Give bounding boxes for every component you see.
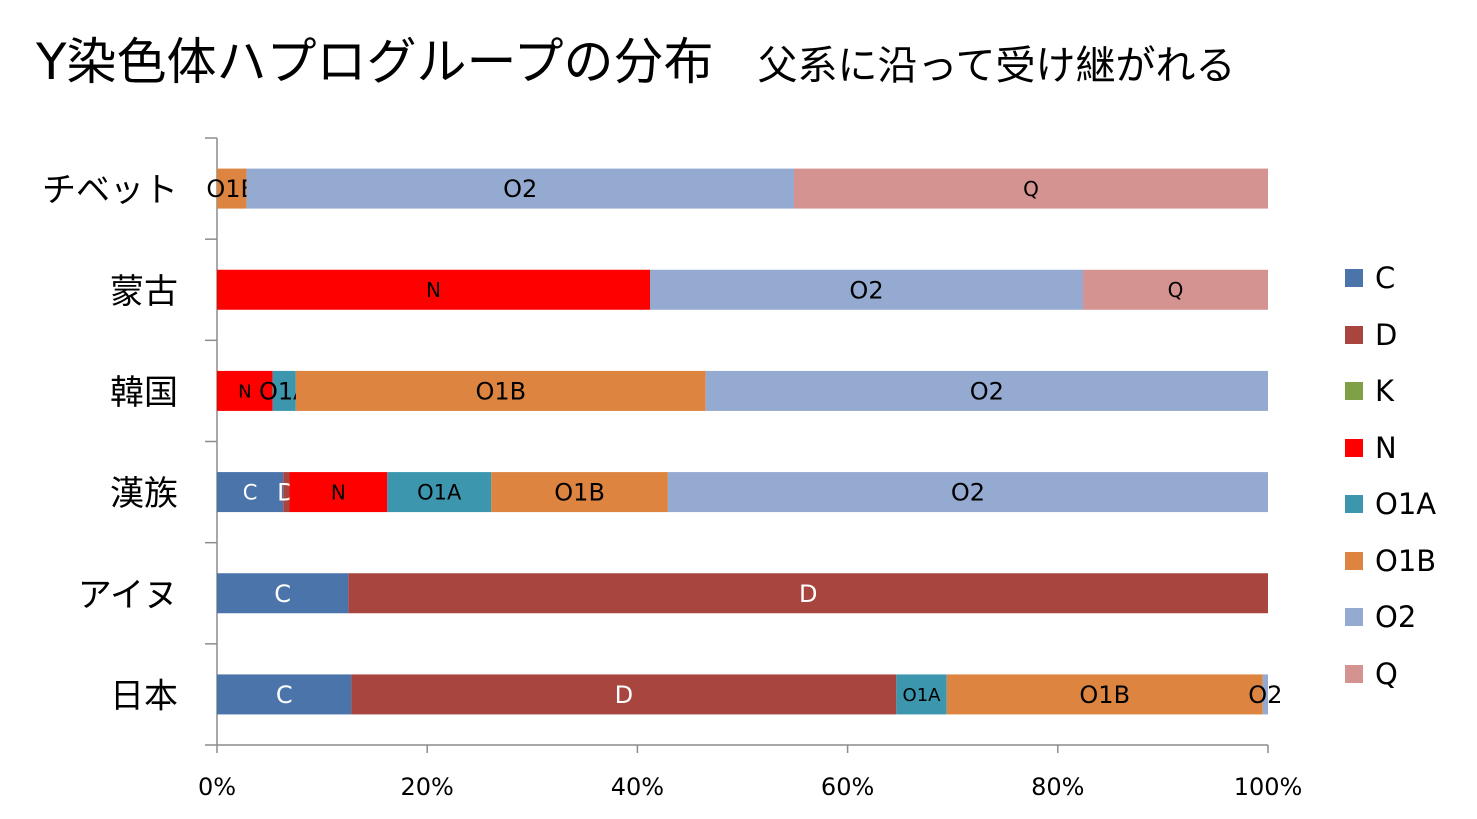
category-label: 韓国 [110, 373, 178, 413]
chart-title-row: Y染色体ハプログループの分布 父系に沿って受け継がれる [36, 22, 1236, 94]
bar-segment-o1a [272, 370, 296, 411]
bar-segment-n [217, 370, 273, 411]
bar-segment-c [217, 674, 352, 715]
bar-segment-o2 [1262, 674, 1268, 715]
bar-segment-o2 [667, 472, 1268, 513]
legend-label: D [1375, 317, 1398, 352]
legend-label: O2 [1375, 600, 1417, 635]
legend-swatch [1345, 438, 1363, 457]
legend-item: N [1345, 420, 1436, 477]
bar-segment-o1a [896, 674, 947, 715]
data-label: O1B [1079, 681, 1130, 709]
bar-segment-n [289, 472, 388, 513]
x-tick-label: 20% [401, 773, 454, 801]
legend-swatch [1345, 269, 1363, 288]
data-label: O1A [903, 685, 942, 706]
bar-segment-d [348, 573, 1268, 614]
data-label: N [331, 480, 346, 504]
bar-segment-q [1083, 269, 1268, 310]
legend-swatch [1345, 495, 1363, 514]
x-tick-label: 80% [1031, 773, 1084, 801]
bar-segment-o1b [491, 472, 668, 513]
legend-item: O1B [1345, 533, 1436, 590]
x-tick-label: 100% [1234, 773, 1303, 801]
chart-title: Y染色体ハプログループの分布 [36, 33, 714, 91]
category-label: 日本 [110, 676, 178, 716]
bar-segment-o2 [705, 370, 1268, 411]
data-label: N [426, 278, 441, 302]
legend-item: O1A [1345, 476, 1436, 533]
data-label: C [276, 681, 293, 709]
x-tick-label: 40% [611, 773, 664, 801]
legend-label: O1A [1375, 487, 1437, 522]
data-label: C [243, 481, 258, 505]
legend-item: C [1345, 250, 1436, 307]
data-label: Q [1168, 278, 1184, 302]
x-tick-label: 60% [821, 773, 874, 801]
legend-item: Q [1345, 646, 1436, 703]
legend-label: C [1375, 261, 1396, 296]
chart-subtitle: 父系に沿って受け継がれる [757, 43, 1236, 89]
bar-segment-o1b [946, 674, 1263, 715]
legend-swatch [1345, 664, 1363, 683]
data-label: Q [1023, 177, 1039, 201]
legend-item: O2 [1345, 589, 1436, 646]
bar-segment-o1b [295, 370, 706, 411]
legend-swatch [1345, 608, 1363, 627]
data-label: D [799, 580, 817, 608]
bar-segment-o2 [246, 168, 794, 209]
bar-segment-n [217, 269, 651, 310]
data-label: O1A [417, 481, 462, 505]
bar-segment-o1b [217, 168, 247, 209]
chart-legend: C D K N O1A O1B O2 Q [1345, 250, 1436, 702]
data-label: D [615, 681, 633, 709]
category-label: 漢族 [110, 474, 178, 514]
data-label: O2 [951, 479, 985, 507]
data-label: O2 [970, 378, 1004, 406]
data-label: O1B [475, 378, 526, 406]
data-label: C [274, 580, 291, 608]
legend-swatch [1345, 551, 1363, 570]
data-label: N [238, 381, 251, 402]
bar-segment-o1a [387, 472, 492, 513]
legend-item: D [1345, 307, 1436, 364]
category-label: チベット [42, 171, 178, 211]
data-label: O2 [503, 175, 537, 203]
category-label: 蒙古 [110, 272, 178, 312]
legend-swatch [1345, 325, 1363, 344]
bar-segment-q [793, 168, 1268, 209]
data-label: O1B [554, 479, 605, 507]
legend-label: O1B [1375, 543, 1437, 578]
bar-segment-o2 [650, 269, 1084, 310]
bar-segment-d [351, 674, 897, 715]
legend-label: N [1375, 430, 1397, 465]
x-tick-label: 0% [198, 773, 236, 801]
bar-segment-c [217, 472, 284, 513]
data-label: O2 [1248, 681, 1282, 709]
bar-segment-c [217, 573, 349, 614]
legend-label: Q [1375, 656, 1398, 691]
legend-item: K [1345, 363, 1436, 420]
category-label: アイヌ [78, 575, 178, 615]
legend-label: K [1375, 374, 1395, 409]
bar-segment-d [283, 472, 290, 513]
legend-swatch [1345, 382, 1363, 401]
data-label: O2 [849, 276, 883, 304]
